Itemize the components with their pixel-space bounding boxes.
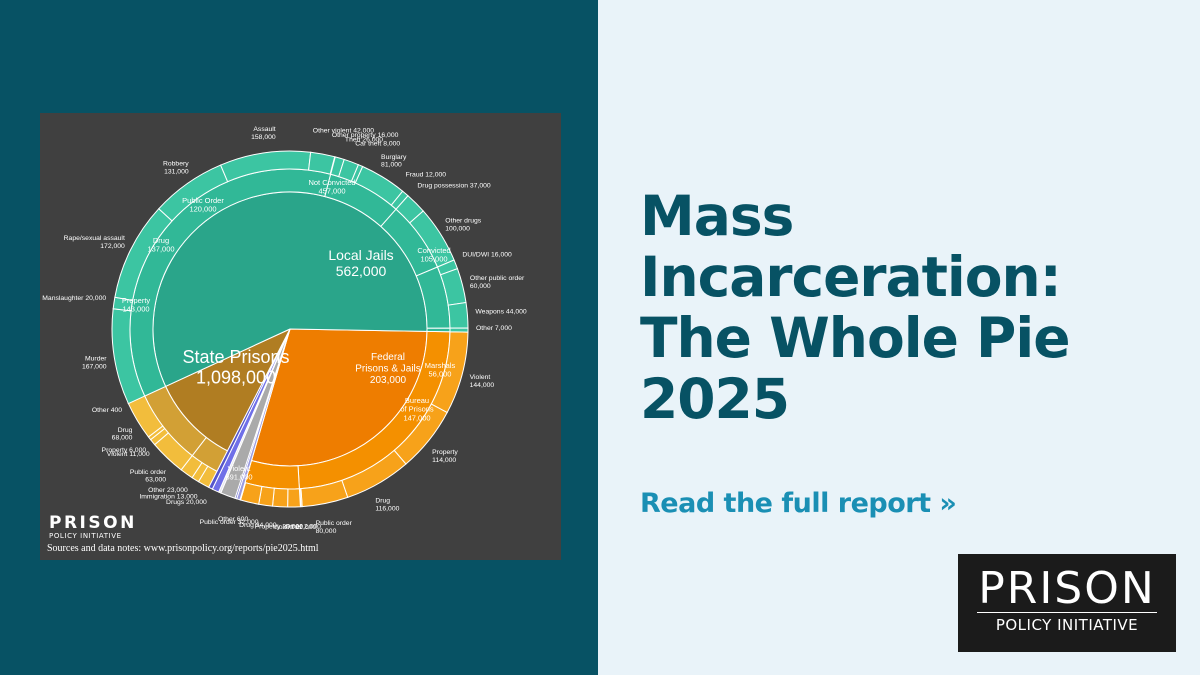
- chart-card-logo: PRISON POLICY INITIATIVE: [49, 514, 137, 541]
- leaf-label: Public order 80,000: [316, 520, 353, 535]
- leaf-label: Drug 68,000: [112, 427, 133, 442]
- leaf-label: Property 6,000: [102, 447, 147, 454]
- state-subgroup-label: Violent 691,000: [225, 464, 252, 482]
- leaf-label: Rape/sexual assault 172,000: [64, 235, 125, 250]
- local-jails-label: Local Jails 562,000: [328, 247, 393, 279]
- state-subgroup-label: Public Order 120,000: [182, 196, 224, 214]
- leaf-label: Burglary 81,000: [381, 154, 407, 169]
- leaf-label: Violent 11,000: [107, 451, 150, 458]
- chart-card-logo-word: PRISON: [49, 513, 137, 533]
- leaf-label: Assault 158,000: [251, 126, 276, 141]
- leaf-label: Property 114,000: [432, 449, 458, 464]
- left-panel: Local Jails 562,000 State Prisons 1,098,000…: [0, 0, 598, 675]
- leaf-label: Other violent 42,000: [313, 127, 374, 134]
- leaf-label: Violent 144,000: [470, 374, 495, 389]
- whole-pie-chart: Local Jails 562,000 State Prisons 1,098,000…: [42, 126, 527, 535]
- leaf-label: Other public order 60,000: [470, 275, 525, 290]
- leaf-label: Drugs 20,000: [166, 499, 207, 506]
- leaf-label: Public order 63,000: [130, 469, 167, 484]
- leaf-label: Theft 26,000: [345, 136, 383, 143]
- state-leaf-slice: [449, 327, 469, 333]
- headline-line: Mass: [640, 184, 794, 248]
- leaf-label: DUI/DWI 16,000: [462, 251, 512, 258]
- state-subgroup-label: Property 143,000: [122, 296, 151, 314]
- chart-sources-note: Sources and data notes: www.prisonpolicy…: [47, 543, 319, 554]
- page-headline: Mass Incarceration: The Whole Pie 2025: [640, 186, 1180, 430]
- leaf-label: Other drugs 100,000: [445, 218, 481, 233]
- local-leaf-slice: [271, 487, 289, 508]
- leaf-label: Car theft 8,000: [355, 140, 400, 147]
- leaf-label: Robbery 131,000: [163, 161, 189, 176]
- headline-line: Incarceration:: [640, 245, 1062, 309]
- leaf-label: Fraud 12,000: [406, 172, 447, 179]
- logo-divider: [977, 612, 1157, 613]
- logo-subtitle: POLICY INITIATIVE: [995, 616, 1139, 634]
- federal-subgroup-label: Marshals 56,000: [425, 361, 456, 379]
- leaf-label: Other 7,000: [476, 325, 512, 332]
- state-prisons-label: State Prisons 1,098,000: [182, 347, 289, 388]
- leaf-label: Other 400: [92, 407, 122, 414]
- state-subgroup-label: Drug 137,000: [147, 236, 174, 254]
- headline-line: 2025: [640, 367, 790, 431]
- leaf-label: Other property 16,000: [332, 132, 399, 139]
- local-leaf-slice: [299, 488, 303, 508]
- federal-label: Federal Prisons & Jails 203,000: [355, 352, 421, 386]
- leaf-label: Other 23,000: [148, 487, 188, 494]
- whole-pie-chart-card[interactable]: Local Jails 562,000 State Prisons 1,098,000…: [40, 113, 561, 560]
- leaf-label: Violent 22,000: [273, 524, 317, 531]
- local-leaf-slice: [287, 488, 301, 508]
- leaf-label: Drug possession 37,000: [417, 183, 491, 190]
- leaf-label: Weapons 44,000: [475, 309, 526, 316]
- state-subgroup-slice: [426, 327, 451, 333]
- leaf-label: Manslaughter 20,000: [42, 295, 106, 302]
- leaf-label: Property 26,000: [255, 524, 304, 531]
- chart-card-logo-sub: POLICY INITIATIVE: [49, 532, 122, 540]
- local-subgroup-label: Convicted 105,000: [417, 246, 450, 264]
- state-leaf-slice: [447, 301, 469, 329]
- leaf-label: Murder 167,000: [82, 356, 107, 371]
- leaf-label: Drug 24,000: [239, 522, 277, 529]
- read-full-report-link[interactable]: Read the full report »: [640, 488, 957, 519]
- federal-subgroup-label: Bureau of Prisons 147,000: [400, 396, 434, 422]
- leaf-label: Drug 116,000: [375, 498, 399, 513]
- headline-line: The Whole Pie: [640, 306, 1071, 370]
- leaf-label: Other 600: [218, 516, 248, 523]
- local-subgroup-label: Not Convicted 457,000: [308, 178, 355, 196]
- leaf-label: Other 2,000: [285, 524, 321, 531]
- leaf-label: Public order 32,000: [200, 519, 259, 526]
- logo-word: PRISON: [978, 563, 1156, 614]
- prison-policy-initiative-logo: PRISON POLICY INITIATIVE: [958, 554, 1176, 652]
- leaf-label: Immigration 13,000: [139, 493, 197, 500]
- state-leaf-slice: [308, 151, 336, 175]
